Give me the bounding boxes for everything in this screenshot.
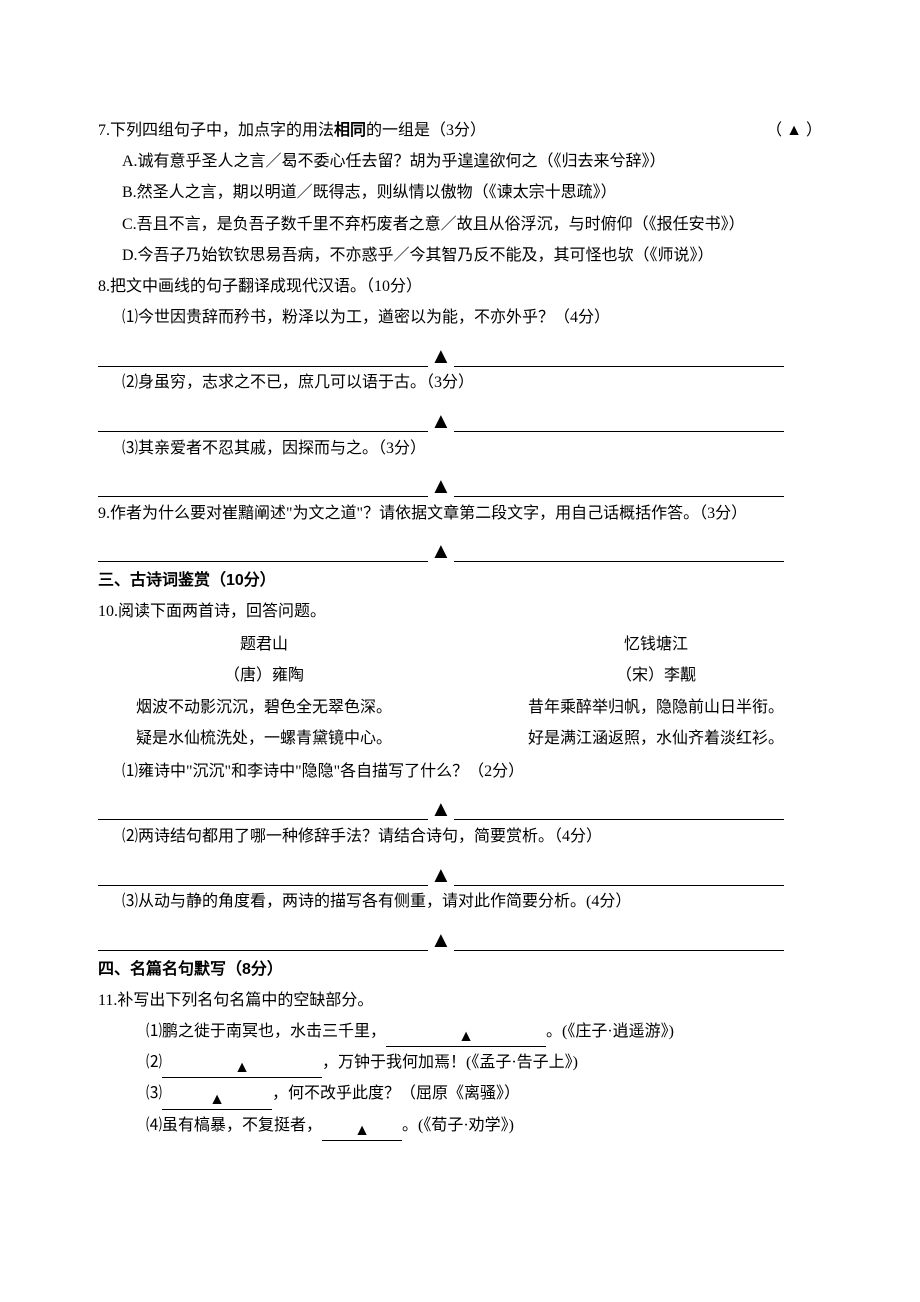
q8-sub3-blank: ▲	[98, 466, 822, 496]
q7-stem: 7.下列四组句子中，加点字的用法相同的一组是（3分） （ ▲ ）	[98, 115, 822, 146]
q7-option-d: D.今吾子乃始钦钦思易吾病，不亦惑乎／今其智乃反不能及，其可怪也欤（《师说》）	[98, 240, 822, 271]
q11-l1a: ⑴鹏之徙于南冥也，水击三千里，	[146, 1023, 386, 1040]
q11-l4b: 。(《荀子·劝学》)	[402, 1117, 514, 1134]
poem-container: 题君山 （唐）雍陶 烟波不动影沉沉，碧色全无翠色深。 疑是水仙梳洗处，一螺青黛镜…	[98, 629, 822, 754]
poem2: 忆钱塘江 （宋）李觏 昔年乘醉举归帆，隐隐前山日半衔。 好是满江涵返照，水仙齐着…	[490, 629, 822, 754]
poem1-author: （唐）雍陶	[98, 660, 430, 691]
triangle-icon: ▲	[354, 1122, 370, 1139]
q11-l3b: ，何不改乎此度？（屈原《离骚》）	[272, 1085, 520, 1102]
q10-sub2-blank: ▲	[98, 854, 822, 884]
q7-option-c: C.吾且不言，是负吾子数千里不弃朽废者之意／故且从俗浮沉，与时俯仰（《报任安书》…	[98, 209, 822, 240]
q8-sub3: ⑶其亲爱者不忍其戚，因探而与之。（3分）	[98, 433, 822, 464]
poem2-line1: 昔年乘醉举归帆，隐隐前山日半衔。	[490, 692, 822, 723]
q8-sub2: ⑵身虽穷，志求之不已，庶几可以语于古。（3分）	[98, 367, 822, 398]
triangle-icon: ▲	[428, 540, 454, 562]
q8-sub1: ⑴今世因贵辞而矜书，粉泽以为工，遒密以为能，不亦外乎？（4分）	[98, 302, 822, 333]
triangle-icon: ▲	[234, 1059, 250, 1076]
poem1-line1: 烟波不动影沉沉，碧色全无翠色深。	[98, 692, 430, 723]
q9-blank: ▲	[98, 531, 822, 561]
q11-l4a: ⑷虽有槁暴，不复挺者，	[146, 1117, 322, 1134]
q7-stem-post: 的一组是（3分）	[366, 122, 486, 139]
q11-blank4: ▲	[322, 1121, 402, 1141]
q7-stem-bold: 相同	[334, 122, 366, 139]
triangle-icon: ▲	[428, 475, 454, 497]
q11-l3a: ⑶	[146, 1085, 162, 1102]
poem1-line2: 疑是水仙梳洗处，一螺青黛镜中心。	[98, 723, 430, 754]
section4-heading: 四、名篇名句默写（8分）	[98, 954, 822, 985]
poem1-title: 题君山	[98, 629, 430, 660]
triangle-icon: ▲	[428, 798, 454, 820]
q8-sub2-blank: ▲	[98, 401, 822, 431]
q7-option-a: A.诚有意乎圣人之言／曷不委心任去留？胡为乎遑遑欲何之（《归去来兮辞》）	[98, 146, 822, 177]
q11-l2a: ⑵	[146, 1054, 162, 1071]
q10-sub1: ⑴雍诗中"沉沉"和李诗中"隐隐"各自描写了什么？（2分）	[98, 756, 822, 787]
poem2-line2: 好是满江涵返照，水仙齐着淡红衫。	[490, 723, 822, 754]
triangle-icon: ▲	[458, 1028, 474, 1045]
q10-sub3: ⑶从动与静的角度看，两诗的描写各有侧重，请对此作简要分析。(4分）	[98, 886, 822, 917]
q7-answer-marker: （ ▲ ）	[766, 115, 822, 146]
triangle-icon: ▲	[428, 864, 454, 886]
poem2-author: （宋）李觏	[490, 660, 822, 691]
q7-option-b: B.然圣人之言，期以明道／既得志，则纵情以傲物（《谏太宗十思疏》）	[98, 177, 822, 208]
q11-l1b: 。(《庄子·逍遥游》)	[546, 1023, 674, 1040]
triangle-icon: ▲	[209, 1091, 225, 1108]
q10-sub3-blank: ▲	[98, 920, 822, 950]
q11-blank1: ▲	[386, 1027, 546, 1047]
q11-line2: ⑵ ▲ ，万钟于我何加焉！(《孟子·告子上》)	[98, 1047, 822, 1078]
q11-blank2: ▲	[162, 1058, 322, 1078]
triangle-icon: ▲	[428, 345, 454, 367]
q7-stem-pre: 7.下列四组句子中，加点字的用法	[98, 122, 334, 139]
triangle-icon: ▲	[428, 929, 454, 951]
q10-sub2: ⑵两诗结句都用了哪一种修辞手法？请结合诗句，简要赏析。（4分）	[98, 821, 822, 852]
q11-l2b: ，万钟于我何加焉！(《孟子·告子上》)	[322, 1054, 578, 1071]
q11-blank3: ▲	[162, 1090, 272, 1110]
q11-line4: ⑷虽有槁暴，不复挺者， ▲ 。(《荀子·劝学》)	[98, 1110, 822, 1141]
q11-stem: 11.补写出下列名句名篇中的空缺部分。	[98, 985, 822, 1016]
triangle-icon: ▲	[428, 410, 454, 432]
q8-sub1-blank: ▲	[98, 335, 822, 365]
section3-heading: 三、古诗词鉴赏（10分）	[98, 565, 822, 596]
q8-stem: 8.把文中画线的句子翻译成现代汉语。（10分）	[98, 271, 822, 302]
q11-line3: ⑶ ▲ ，何不改乎此度？（屈原《离骚》）	[98, 1078, 822, 1109]
q9-stem: 9.作者为什么要对崔黯阐述"为文之道"？请依据文章第二段文字，用自己话概括作答。…	[98, 498, 822, 529]
poem1: 题君山 （唐）雍陶 烟波不动影沉沉，碧色全无翠色深。 疑是水仙梳洗处，一螺青黛镜…	[98, 629, 430, 754]
q10-stem: 10.阅读下面两首诗，回答问题。	[98, 596, 822, 627]
poem2-title: 忆钱塘江	[490, 629, 822, 660]
q11-line1: ⑴鹏之徙于南冥也，水击三千里， ▲ 。(《庄子·逍遥游》)	[98, 1016, 822, 1047]
q10-sub1-blank: ▲	[98, 789, 822, 819]
